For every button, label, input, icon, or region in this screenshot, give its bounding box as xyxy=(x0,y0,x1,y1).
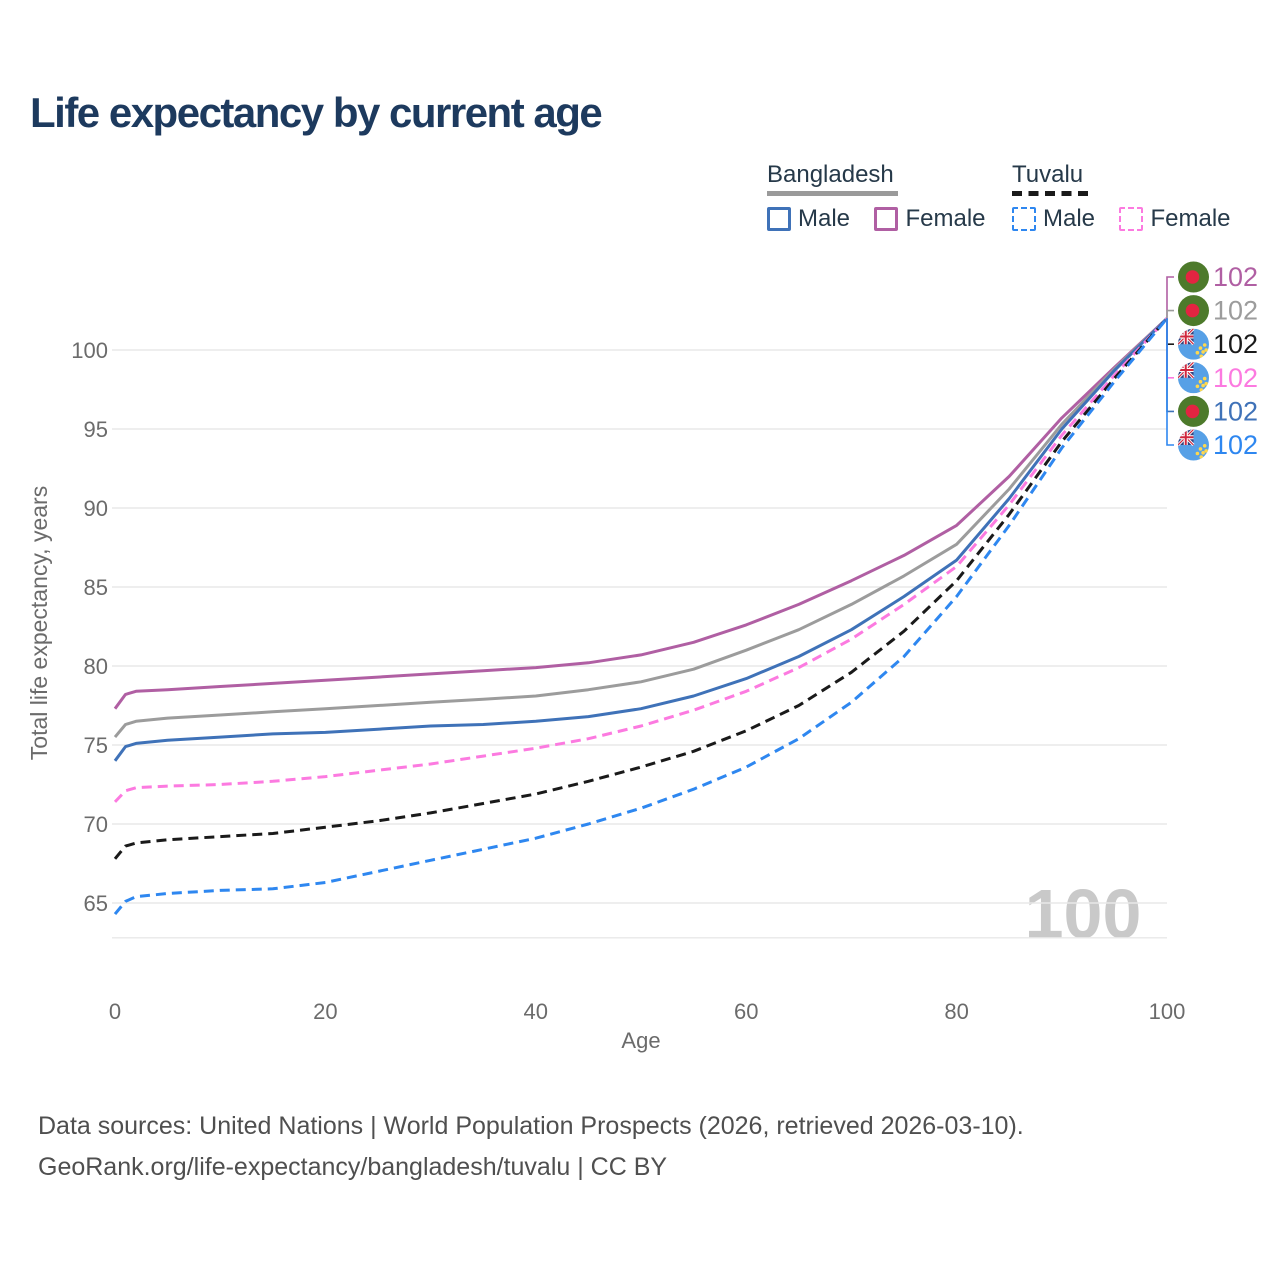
legend-label: Female xyxy=(1150,205,1231,232)
legend-swatch-tuvalu-male xyxy=(1012,207,1036,231)
end-label-value: 102 xyxy=(1213,363,1258,393)
flag-tuvalu-icon xyxy=(1178,429,1209,461)
x-axis-title: Age xyxy=(621,1028,660,1053)
end-label-value: 102 xyxy=(1213,329,1258,359)
legend-item-tuvalu-female[interactable]: Female xyxy=(1119,205,1231,233)
legend-group-bangladesh: Bangladesh Male Female xyxy=(767,162,1006,236)
end-label-value: 102 xyxy=(1213,396,1258,426)
y-tick-label: 65 xyxy=(84,891,108,916)
series-line-tv-female[interactable] xyxy=(113,317,1169,803)
y-tick-label: 95 xyxy=(84,417,108,442)
end-label-tv-all: 102 xyxy=(1178,328,1258,360)
end-label-connector-tv-male xyxy=(1166,318,1174,446)
end-label-connector-bd-all xyxy=(1166,309,1174,319)
end-label-connector-tv-all xyxy=(1166,318,1174,345)
legend-item-bangladesh-male[interactable]: Male xyxy=(767,205,850,233)
end-label-connector-bd-male xyxy=(1166,318,1174,413)
flag-bangladesh-icon xyxy=(1178,261,1209,293)
end-label-bd-female: 102 xyxy=(1178,261,1258,293)
legend-group-title: Tuvalu xyxy=(1012,161,1084,188)
page-title: Life expectancy by current age xyxy=(30,89,603,136)
footer-data-sources: Data sources: United Nations | World Pop… xyxy=(38,1112,1024,1140)
x-tick-label: 80 xyxy=(944,999,968,1024)
x-tick-label: 40 xyxy=(524,999,548,1024)
y-tick-label: 100 xyxy=(71,338,108,363)
flag-tuvalu-icon xyxy=(1178,362,1209,394)
series-line-bd-male[interactable] xyxy=(113,317,1169,762)
x-tick-label: 0 xyxy=(109,999,121,1024)
end-label-value: 102 xyxy=(1213,296,1258,326)
legend-label: Male xyxy=(1043,205,1096,232)
y-tick-label: 90 xyxy=(84,496,108,521)
end-label-tv-male: 102 xyxy=(1178,429,1258,461)
legend-swatch-bangladesh-female xyxy=(874,207,899,231)
y-axis-title: Total life expectancy, years xyxy=(26,486,52,760)
footer-attribution: GeoRank.org/life-expectancy/bangladesh/t… xyxy=(38,1153,668,1181)
y-tick-label: 80 xyxy=(84,654,108,679)
end-label-connector-tv-female xyxy=(1166,318,1174,379)
legend-swatch-bangladesh-male xyxy=(767,207,791,231)
gridlines xyxy=(112,349,1167,939)
series-line-bd-female[interactable] xyxy=(113,317,1169,710)
series-line-tv-all[interactable] xyxy=(113,317,1169,860)
footer: Data sources: United Nations | World Pop… xyxy=(38,1106,1024,1188)
end-label-value: 102 xyxy=(1213,430,1258,460)
legend: Bangladesh Male Female Tuvalu Male xyxy=(0,0,1280,250)
y-tick-label: 85 xyxy=(84,575,108,600)
x-tick-label: 20 xyxy=(313,999,337,1024)
end-label-value: 102 xyxy=(1213,262,1258,292)
legend-label: Female xyxy=(905,205,986,232)
legend-dashed-line-sample xyxy=(1012,191,1088,196)
flag-bangladesh-icon xyxy=(1178,295,1209,327)
legend-item-tuvalu-male[interactable]: Male xyxy=(1012,205,1095,233)
end-label-bd-male: 102 xyxy=(1178,395,1258,427)
end-label-bd-all: 102 xyxy=(1178,295,1258,327)
legend-group-tuvalu: Tuvalu Male Female xyxy=(1012,162,1251,236)
y-tick-label: 75 xyxy=(84,733,108,758)
end-label-tv-female: 102 xyxy=(1178,362,1258,394)
legend-solid-line-sample xyxy=(767,191,898,196)
end-label-connector-bd-female xyxy=(1166,276,1174,319)
legend-swatch-tuvalu-female xyxy=(1119,207,1144,231)
legend-label: Male xyxy=(798,205,851,232)
series-line-tv-male[interactable] xyxy=(113,317,1169,916)
x-tick-label: 100 xyxy=(1149,999,1186,1024)
x-tick-label: 60 xyxy=(734,999,758,1024)
legend-group-title: Bangladesh xyxy=(767,161,894,188)
flag-tuvalu-icon xyxy=(1178,328,1209,360)
series-line-bd-all[interactable] xyxy=(113,317,1169,739)
legend-item-bangladesh-female[interactable]: Female xyxy=(874,205,986,233)
hover-age-watermark: 100 xyxy=(1025,875,1142,953)
y-tick-label: 70 xyxy=(84,812,108,837)
flag-bangladesh-icon xyxy=(1178,395,1209,427)
